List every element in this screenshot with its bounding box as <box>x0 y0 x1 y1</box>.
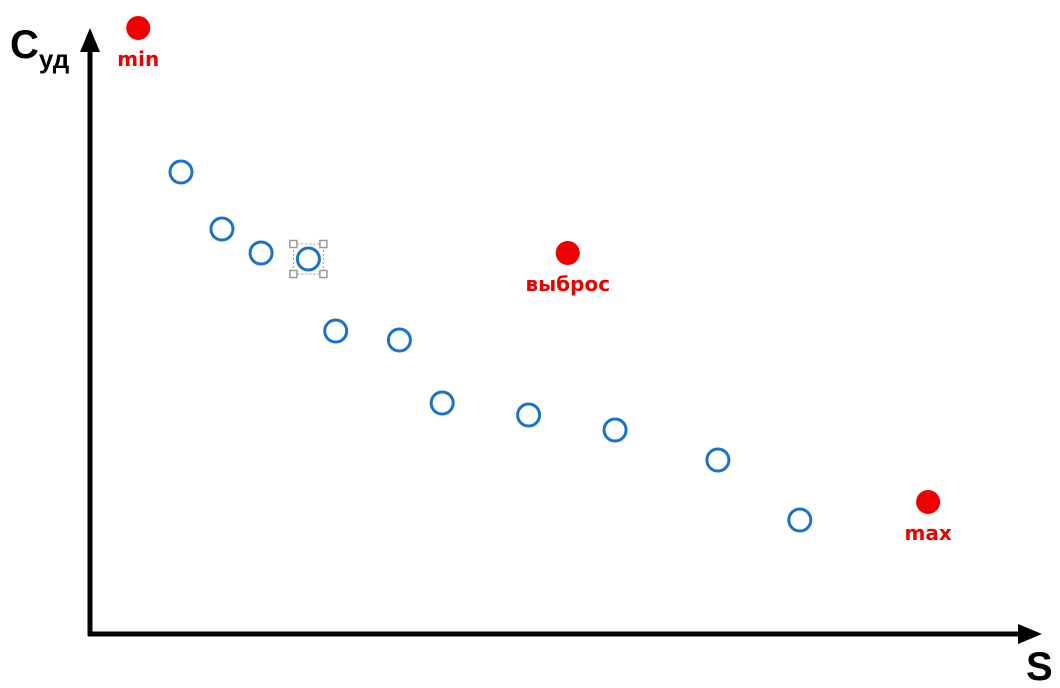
x-axis-arrow <box>1018 624 1042 644</box>
point-label: min <box>117 47 159 71</box>
highlighted-point <box>126 16 151 40</box>
y-axis-title: Cуд <box>10 23 70 74</box>
data-point <box>429 390 455 416</box>
point-label: max <box>904 521 951 545</box>
data-point <box>386 327 412 353</box>
data-point <box>602 417 628 443</box>
highlighted-point <box>555 241 580 265</box>
data-point <box>168 159 194 185</box>
highlighted-point <box>916 490 941 514</box>
resize-handle[interactable] <box>289 239 298 249</box>
resize-handle[interactable] <box>289 269 298 279</box>
data-point <box>787 507 813 533</box>
resize-handle[interactable] <box>319 269 328 279</box>
data-point <box>248 240 274 266</box>
y-axis-title-sub: уд <box>39 44 70 74</box>
data-point <box>323 318 349 344</box>
selection-box[interactable] <box>292 243 324 275</box>
data-point <box>295 246 321 272</box>
data-point <box>516 402 542 428</box>
axes <box>80 28 1042 644</box>
selection-handles[interactable] <box>289 239 328 279</box>
point-label: выброс <box>525 272 610 296</box>
x-axis-title: S <box>1026 645 1053 688</box>
y-axis-title-main: C <box>10 23 39 67</box>
y-axis-arrow <box>80 28 100 52</box>
data-point <box>209 216 235 242</box>
data-point <box>705 447 731 473</box>
resize-handle[interactable] <box>319 239 328 249</box>
data-marks: min выброс max <box>117 16 952 545</box>
